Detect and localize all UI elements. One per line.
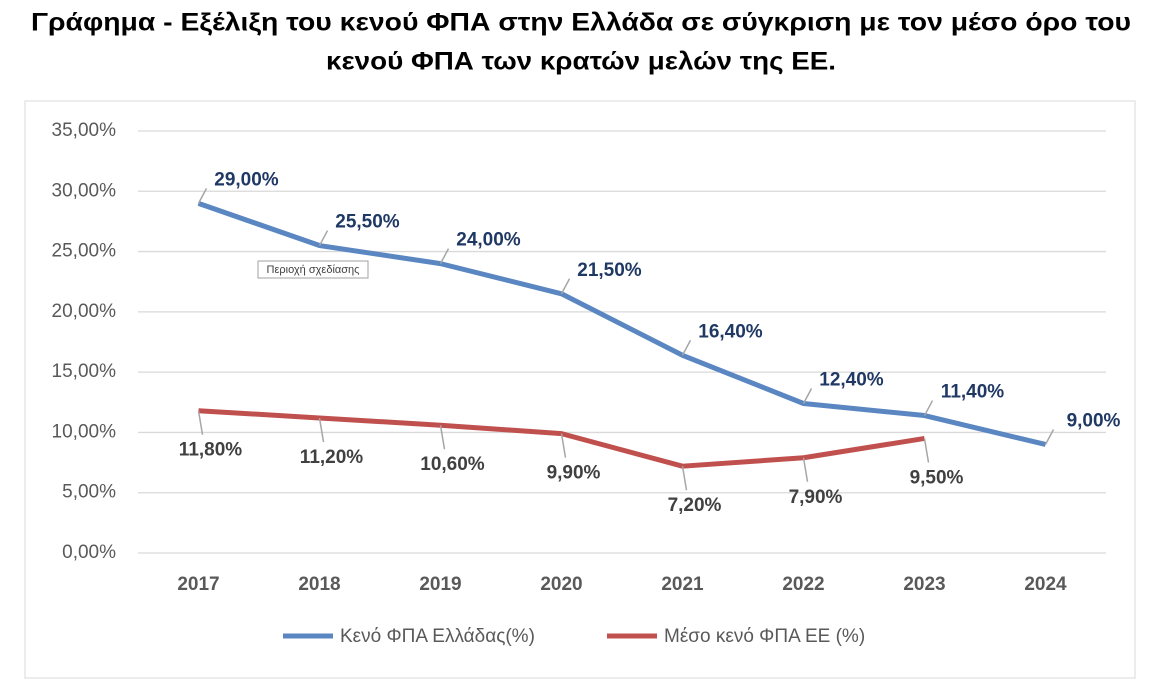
data-label: 7,90% — [789, 487, 843, 508]
x-tick-label: 2023 — [903, 574, 945, 595]
y-tick-label: 10,00% — [52, 421, 117, 442]
legend-label: Κενό ΦΠΑ Ελλάδας(%) — [340, 626, 535, 647]
legend-label: Μέσο κενό ΦΠΑ ΕΕ (%) — [664, 626, 865, 647]
x-tick-label: 2021 — [661, 574, 704, 595]
x-tick-label: 2022 — [782, 574, 824, 595]
data-label: 12,40% — [819, 370, 884, 391]
leader-line — [560, 278, 571, 295]
chart-frame — [24, 100, 1136, 679]
x-tick-label: 2017 — [177, 574, 219, 595]
x-tick-label: 2018 — [298, 574, 340, 595]
y-tick-label: 15,00% — [52, 361, 117, 382]
data-label: 21,50% — [577, 260, 642, 281]
data-label: 10,60% — [420, 454, 485, 475]
data-label: 29,00% — [214, 169, 279, 190]
leader-line — [923, 400, 934, 416]
leader-line — [1044, 429, 1055, 445]
chart-title: Γράφημα - Εξέλιξη του κενού ΦΠΑ στην Ελλ… — [31, 9, 1131, 37]
data-label: 9,90% — [547, 463, 601, 484]
data-label: 9,50% — [910, 467, 964, 488]
x-tick-label: 2019 — [419, 574, 461, 595]
leader-line — [439, 425, 446, 450]
data-label: 11,20% — [300, 447, 363, 468]
leader-line — [560, 433, 567, 458]
leader-line — [802, 388, 813, 404]
leader-line — [318, 230, 329, 246]
y-tick-label: 25,00% — [52, 241, 117, 262]
leader-line — [318, 417, 325, 443]
x-tick-label: 2024 — [1024, 574, 1067, 595]
chart-title: κενού ΦΠΑ των κρατών μελών της ΕΕ. — [326, 48, 836, 76]
data-label: 11,80% — [179, 440, 242, 461]
x-tick-label: 2020 — [540, 574, 582, 595]
tooltip: Περιοχή σχεδίασης — [267, 264, 360, 276]
data-label: 25,50% — [335, 212, 400, 233]
tooltip-box — [257, 260, 369, 279]
leader-line — [197, 187, 208, 204]
data-label: 11,40% — [941, 382, 1004, 403]
data-label: 7,20% — [668, 495, 722, 516]
leader-line — [197, 410, 204, 435]
data-label: 9,00% — [1067, 411, 1121, 432]
leader-line — [439, 248, 450, 264]
leader-line — [802, 457, 809, 482]
data-label: 16,40% — [698, 321, 763, 342]
leader-line — [681, 466, 688, 491]
leader-line — [923, 438, 930, 463]
y-tick-label: 35,00% — [52, 120, 117, 141]
y-tick-label: 20,00% — [52, 301, 117, 322]
y-tick-label: 0,00% — [62, 542, 116, 563]
line-series — [197, 200, 1047, 447]
y-tick-label: 30,00% — [52, 180, 117, 201]
y-tick-label: 5,00% — [62, 482, 116, 503]
data-label: 24,00% — [456, 230, 521, 251]
leader-line — [681, 339, 692, 356]
